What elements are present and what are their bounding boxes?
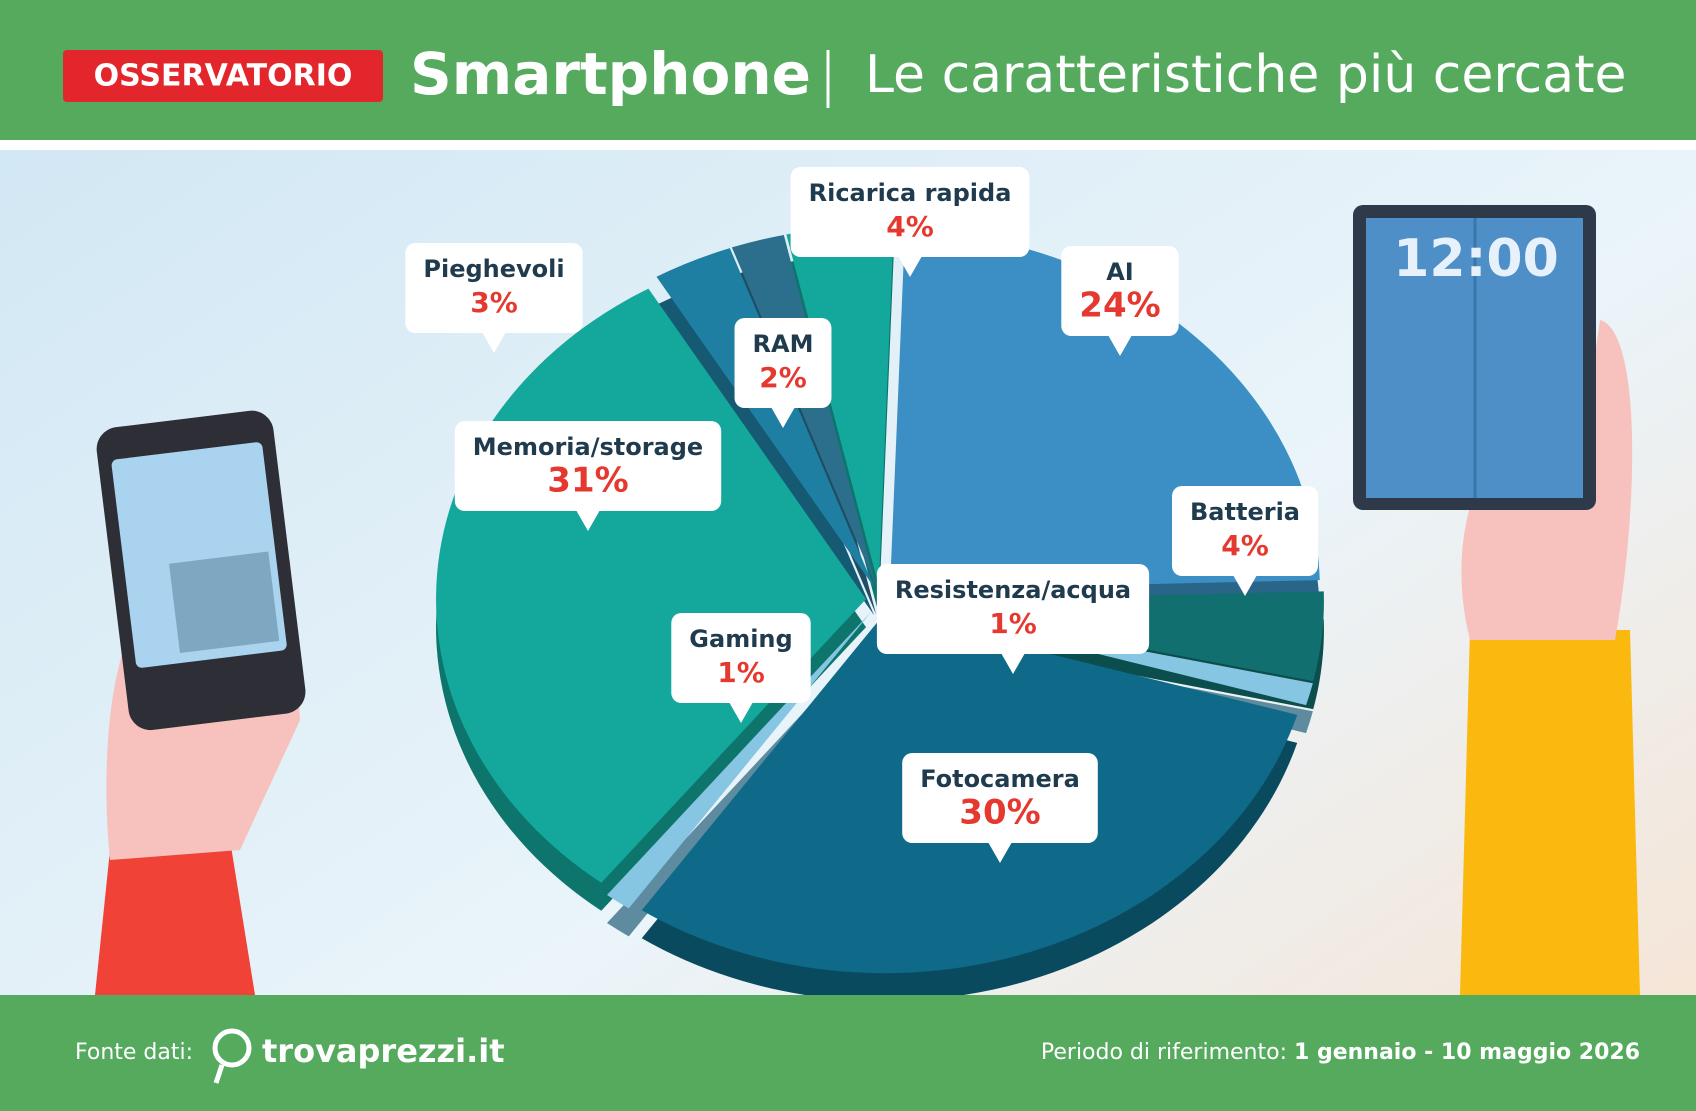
slice-side xyxy=(656,276,875,616)
callout-pointer xyxy=(988,842,1012,863)
callout: Batteria 4% xyxy=(1172,486,1318,596)
source: trovaprezzi.it xyxy=(262,1032,505,1070)
category-label: AI xyxy=(1106,258,1134,286)
value-label: 24% xyxy=(1079,286,1160,326)
callout-pointer xyxy=(771,407,795,428)
callout-pointer xyxy=(1001,653,1025,674)
callout-box xyxy=(1172,486,1318,576)
slice xyxy=(656,248,875,588)
period-value: 1 gennaio - 10 maggio 2026 xyxy=(1294,1040,1640,1065)
callout-pointer xyxy=(1108,335,1132,356)
callout-box xyxy=(902,753,1098,843)
chart-subtitle: Le caratteristiche più cercate xyxy=(865,45,1626,105)
category-label: Ricarica rapida xyxy=(809,179,1012,207)
callout: Pieghevoli 3% xyxy=(405,243,583,353)
callout: Resistenza/acqua 1% xyxy=(876,564,1150,674)
value-label: 2% xyxy=(759,361,807,394)
slice xyxy=(786,226,894,587)
callout-box xyxy=(876,564,1150,654)
value-label: 31% xyxy=(547,461,628,501)
left-phone-illustration xyxy=(95,410,306,995)
value-label: 4% xyxy=(1221,529,1269,562)
callout-box xyxy=(1061,246,1179,336)
value-label: 1% xyxy=(717,656,765,689)
category-label: Memoria/storage xyxy=(473,433,703,461)
callout-pointer xyxy=(1233,575,1257,596)
value-label: 3% xyxy=(470,286,518,319)
value-label: 30% xyxy=(959,793,1040,833)
category-label: Batteria xyxy=(1190,498,1300,526)
header-strip xyxy=(0,140,1696,150)
callout-box xyxy=(405,243,583,333)
callout-pointer xyxy=(898,256,922,277)
callout: RAM 2% xyxy=(734,318,832,428)
period: Periodo di riferimento: 1 gennaio - 10 m… xyxy=(1041,1040,1640,1065)
svg-text:12:00: 12:00 xyxy=(1393,229,1559,289)
callout-pointer xyxy=(482,332,506,353)
right-foldable-illustration: 12:00 xyxy=(1353,205,1640,995)
callout-box xyxy=(454,421,722,511)
category-label: Pieghevoli xyxy=(423,255,564,283)
callout: Gaming 1% xyxy=(671,613,811,723)
value-label: 1% xyxy=(989,607,1037,640)
source-logo xyxy=(212,1028,252,1084)
callout-box xyxy=(671,613,811,703)
footer-band xyxy=(0,995,1696,1111)
category-label: RAM xyxy=(753,330,814,358)
callout: Ricarica rapida 4% xyxy=(790,167,1030,277)
callout-pointer xyxy=(576,510,600,531)
badge-box xyxy=(63,50,383,102)
callout-pointer xyxy=(729,702,753,723)
period-label: Periodo di riferimento: xyxy=(1041,1040,1287,1065)
callout-box xyxy=(734,318,832,408)
category-label: Gaming xyxy=(689,625,792,653)
source-label: Fonte dati: xyxy=(75,1040,193,1065)
value-label: 4% xyxy=(886,210,934,243)
category-label: Fotocamera xyxy=(920,765,1080,793)
badge: OSSERVATORIO xyxy=(94,59,353,94)
callout-box xyxy=(790,167,1030,257)
category-label: Resistenza/acqua xyxy=(895,576,1131,604)
chart-title: Smartphone xyxy=(410,40,811,108)
